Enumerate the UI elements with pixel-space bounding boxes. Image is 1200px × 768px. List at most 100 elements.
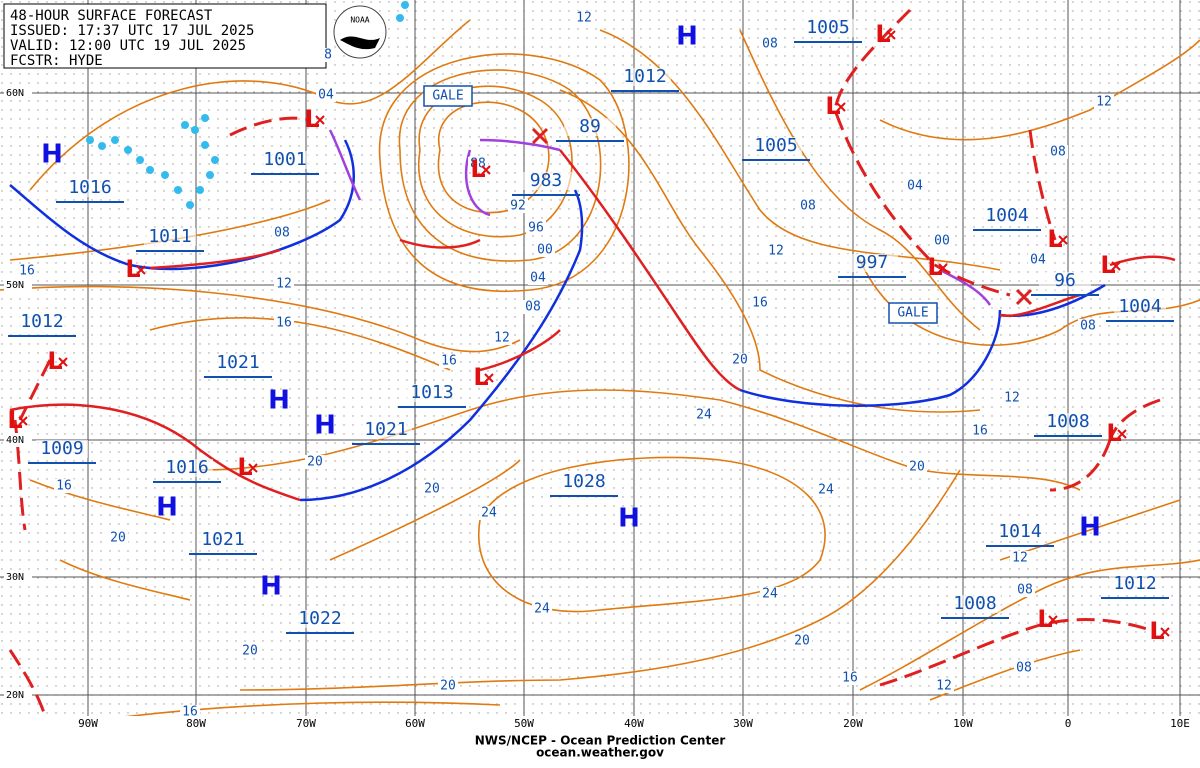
isobar-label: 24 xyxy=(696,408,712,423)
lat-label-bg xyxy=(4,688,32,702)
lat-label: 40N xyxy=(6,435,24,446)
pressure-bg xyxy=(144,228,196,246)
isobar-label: 16 xyxy=(752,296,768,311)
pressure-label: 1021 xyxy=(201,529,244,550)
pressure-bg xyxy=(360,421,412,439)
pressure-label: 1016 xyxy=(68,177,111,198)
isobar-label: 08 xyxy=(1080,319,1096,334)
pressure-bg xyxy=(16,313,68,331)
pressure-bg xyxy=(36,440,88,458)
isobar-label-bg xyxy=(508,199,528,213)
low-center: L xyxy=(927,253,942,281)
pressure-label: 1005 xyxy=(806,17,849,38)
isobar-label: 20 xyxy=(794,634,810,649)
low-center: L xyxy=(304,105,319,133)
lat-label: 30N xyxy=(6,572,24,583)
pressure-bg xyxy=(259,151,311,169)
low-center: L xyxy=(47,347,62,375)
footer-line: ocean.weather.gov xyxy=(536,746,664,760)
pressure-bg xyxy=(212,354,264,372)
low-center: L xyxy=(237,453,252,481)
isobar-label-bg xyxy=(694,408,714,422)
pressure-label: 1022 xyxy=(298,608,341,629)
isobar-label: 08 xyxy=(1050,145,1066,160)
isobar-label-bg xyxy=(932,234,952,248)
low-x xyxy=(1058,235,1068,245)
low-center: L xyxy=(1037,605,1052,633)
lon-label: 90W xyxy=(78,717,98,730)
lon-label: 50W xyxy=(514,717,534,730)
low-center: L xyxy=(7,406,22,434)
isobar-label-bg xyxy=(760,587,780,601)
isobar-label: 12 xyxy=(1004,391,1020,406)
lon-label: 20W xyxy=(843,717,863,730)
lat-label: 50N xyxy=(6,280,24,291)
low-x xyxy=(1111,261,1121,271)
low-x xyxy=(1117,429,1127,439)
isobar-label: 16 xyxy=(19,264,35,279)
low-x xyxy=(886,30,896,40)
low-x xyxy=(58,357,68,367)
pressure-label: 96 xyxy=(1054,270,1076,291)
pressure-label: 1021 xyxy=(364,419,407,440)
isobar-label: 00 xyxy=(537,243,553,258)
isobar-label-bg xyxy=(905,179,925,193)
isobar-label-bg xyxy=(574,11,594,25)
low-center: L xyxy=(825,92,840,120)
lat-label-bg xyxy=(4,433,32,447)
isobar-label-bg xyxy=(532,602,552,616)
lat-label-bg xyxy=(4,278,32,292)
pressure-bg xyxy=(520,172,572,190)
pressure-bg xyxy=(406,384,458,402)
isobar-label-bg xyxy=(970,424,990,438)
pressure-bg xyxy=(197,531,249,549)
isobar-label: 20 xyxy=(110,531,126,546)
pressure-bg xyxy=(1039,272,1091,290)
isobar-label-bg xyxy=(439,354,459,368)
isobar-label: 08 xyxy=(762,37,778,52)
isobar-label-bg xyxy=(274,277,294,291)
isobar-label-bg xyxy=(526,221,546,235)
lon-label: 70W xyxy=(296,717,316,730)
isobar-label: 20 xyxy=(732,353,748,368)
high-center: H xyxy=(41,140,63,170)
isobar-label: 24 xyxy=(818,483,834,498)
isobar-label: 12 xyxy=(276,277,292,292)
pressure-label: 1014 xyxy=(998,521,1041,542)
pressure-label: 1001 xyxy=(263,149,306,170)
isobar-label: 16 xyxy=(972,424,988,439)
isobar-label-bg xyxy=(305,455,325,469)
isobar-label-bg xyxy=(180,705,200,719)
pressure-label: 1004 xyxy=(1118,296,1161,317)
isobar-label: 08 xyxy=(1017,583,1033,598)
storm-marks xyxy=(531,127,1033,306)
low-center: L xyxy=(875,20,890,48)
isobar-label-bg xyxy=(274,316,294,330)
isobar-label: 20 xyxy=(440,679,456,694)
frame-bottom xyxy=(0,716,1200,764)
fronts xyxy=(9,129,1176,502)
isobar-label-bg xyxy=(760,37,780,51)
low-x xyxy=(484,373,494,383)
isobar-label-bg xyxy=(934,679,954,693)
low-center: L xyxy=(1106,419,1121,447)
isobar-label: 08 xyxy=(274,226,290,241)
pressure-label: 1009 xyxy=(40,438,83,459)
pressure-label: 1016 xyxy=(165,457,208,478)
pressure-label: 1008 xyxy=(1046,411,1089,432)
isobar-label-bg xyxy=(528,271,548,285)
isobar-label-bg xyxy=(438,679,458,693)
low-x xyxy=(136,265,146,275)
gale-box xyxy=(423,85,473,107)
isobar-label: 04 xyxy=(530,271,546,286)
header-line: ISSUED: 17:37 UTC 17 JUL 2025 xyxy=(10,23,254,39)
isobar-label: 20 xyxy=(424,482,440,497)
isobar-label: 08 xyxy=(800,199,816,214)
pressure-label: 1011 xyxy=(148,226,191,247)
isobar-label: 20 xyxy=(307,455,323,470)
isobar-label: 04 xyxy=(907,179,923,194)
pressure-bg xyxy=(1114,298,1166,316)
low-center: L xyxy=(125,255,140,283)
isobar-label: 08 xyxy=(1016,661,1032,676)
